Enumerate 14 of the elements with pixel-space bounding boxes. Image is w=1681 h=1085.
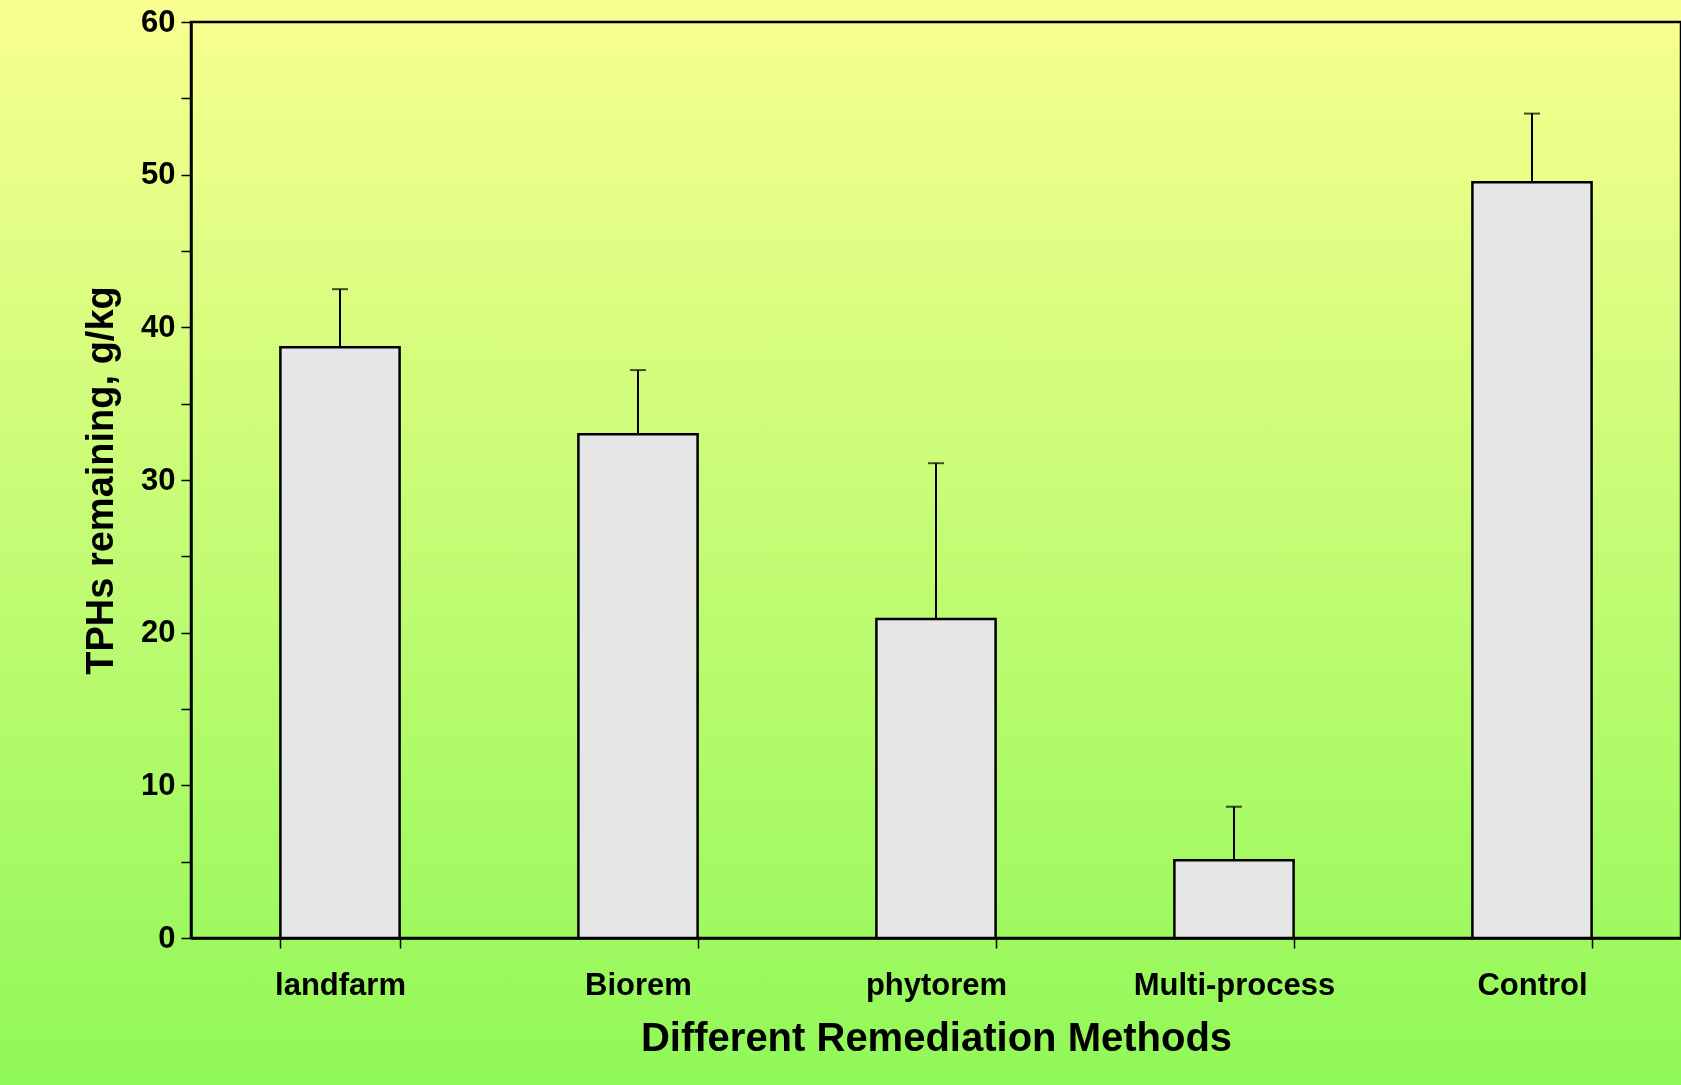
- y-axis-title: TPHs remaining, g/kg: [79, 286, 122, 675]
- y-tick-label: 20: [141, 614, 176, 650]
- x-tick-label: landfarm: [275, 966, 406, 1002]
- x-tick-label: Biorem: [585, 966, 692, 1002]
- y-tick-label: 40: [141, 308, 176, 344]
- x-axis-title: Different Remediation Methods: [640, 1014, 1233, 1059]
- y-tick-label: 30: [141, 461, 176, 497]
- x-tick-label: phytorem: [865, 966, 1008, 1002]
- x-tick-label: Control: [1477, 966, 1588, 1002]
- x-tick-label: Multi-process: [1133, 966, 1336, 1002]
- y-tick-label: 0: [158, 919, 176, 955]
- y-tick-label: 50: [141, 156, 176, 192]
- y-tick-label: 10: [141, 766, 176, 802]
- y-tick-label: 60: [141, 3, 176, 39]
